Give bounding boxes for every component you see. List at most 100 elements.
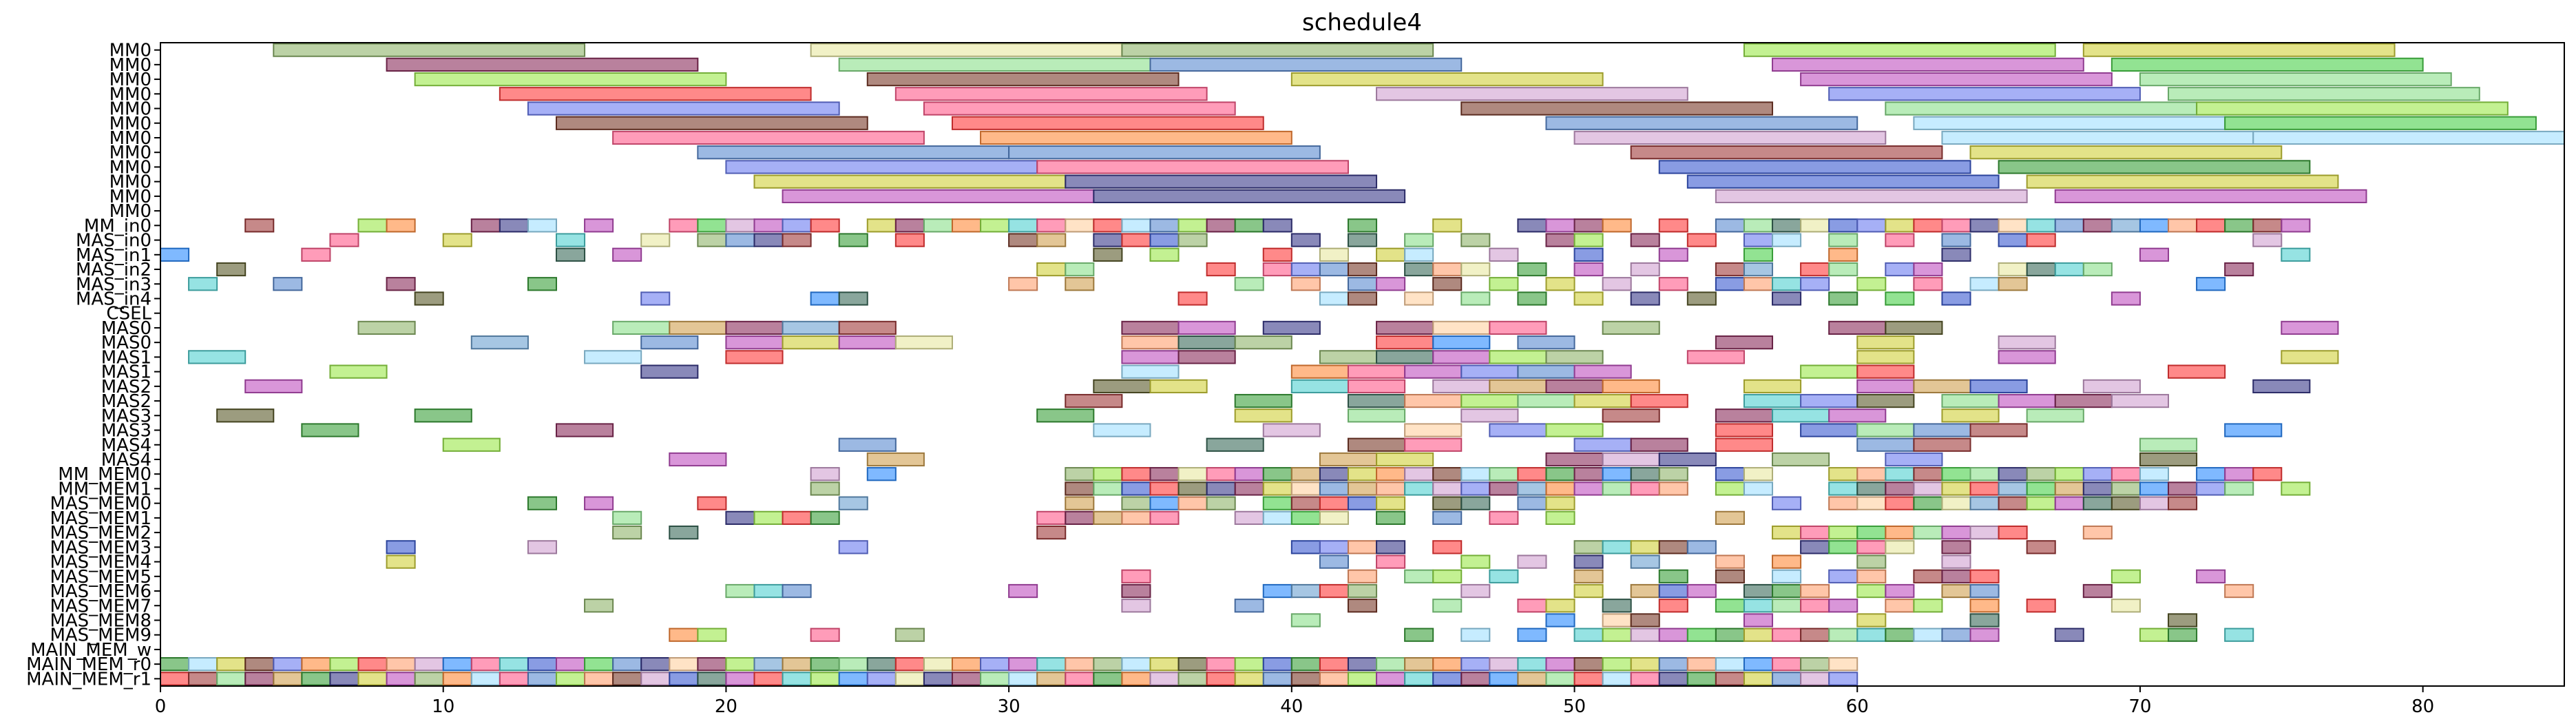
bar-row22-271 xyxy=(1121,364,1180,379)
bar-row30-410 xyxy=(1376,481,1406,496)
y-tick-label: MAS_MEM4 xyxy=(50,552,151,573)
bar-row8-39 xyxy=(725,160,1038,174)
bar-row15-160 xyxy=(1206,262,1236,277)
bar-row4-20 xyxy=(527,101,840,116)
bar-row31-446 xyxy=(1177,496,1208,510)
bar-row32-481 xyxy=(1234,510,1264,526)
bar-row42-665 xyxy=(1290,657,1321,672)
bar-row42-641 xyxy=(612,657,642,672)
bar-row40-620 xyxy=(1969,628,2000,642)
bar-row36-535 xyxy=(1404,569,1434,583)
bar-row25-316 xyxy=(1460,408,1519,423)
bar-row30-436 xyxy=(2196,481,2226,496)
bar-row43-686 xyxy=(188,672,218,686)
bar-row37-568 xyxy=(1941,583,1971,599)
y-tick-label: MM0 xyxy=(109,99,151,120)
bar-row12-59 xyxy=(697,218,727,233)
bar-row43-711 xyxy=(894,672,925,686)
bar-row16-191 xyxy=(1376,277,1406,291)
bar-row39-593 xyxy=(1602,613,1632,628)
bar-row13-121 xyxy=(1149,233,1180,247)
bar-row40-611 xyxy=(1715,628,1745,642)
bar-row25-317 xyxy=(1602,408,1660,423)
y-axis: MM0MM0MM0MM0MM0MM0MM0MM0MM0MM0MM0MM0MM_i… xyxy=(26,41,160,689)
bar-row30-399 xyxy=(1065,481,1095,496)
bar-row24-309 xyxy=(2054,393,2113,408)
bar-row12-68 xyxy=(980,218,1010,233)
bar-row42-653 xyxy=(951,657,982,672)
y-tick-label: MM_MEM0 xyxy=(58,464,151,485)
y-tick-label: MAS_MEM2 xyxy=(50,523,151,543)
bar-row29-373 xyxy=(1460,467,1491,481)
bar-row21-266 xyxy=(1856,350,1915,364)
bar-row25-321 xyxy=(1941,408,2000,423)
bar-row42-647 xyxy=(782,657,812,672)
bar-row33-494 xyxy=(1800,525,1830,540)
bar-row14-151 xyxy=(1658,247,1688,262)
bar-row34-508 xyxy=(1347,540,1378,554)
bar-row29-374 xyxy=(1489,467,1519,481)
bar-row0-2 xyxy=(1121,43,1434,57)
bar-row42-666 xyxy=(1319,657,1349,672)
bar-row21-255 xyxy=(188,350,247,364)
bar-row12-88 xyxy=(1772,218,1802,233)
bar-row43-743 xyxy=(1800,672,1830,686)
bar-row12-57 xyxy=(584,218,614,233)
bar-row42-642 xyxy=(640,657,671,672)
bar-row19-225 xyxy=(612,320,671,335)
bar-row17-218 xyxy=(1686,291,1717,306)
bar-row32-482 xyxy=(1262,510,1292,526)
bar-row34-511 xyxy=(1573,540,1604,554)
bar-row12-96 xyxy=(1998,218,2028,233)
bar-row6-31 xyxy=(980,130,1292,145)
bar-row16-202 xyxy=(1913,277,1943,291)
bar-row6-32 xyxy=(1573,130,1887,145)
bar-row25-315 xyxy=(1347,408,1406,423)
bar-row38-572 xyxy=(584,599,614,613)
bar-row42-645 xyxy=(725,657,755,672)
bar-row23-291 xyxy=(1856,379,1915,393)
bar-row21-259 xyxy=(1177,350,1236,364)
bar-row43-709 xyxy=(838,672,868,686)
bar-row42-676 xyxy=(1602,657,1632,672)
bar-row22-280 xyxy=(2168,364,2226,379)
bar-row28-356 xyxy=(2139,452,2198,467)
bar-row17-214 xyxy=(1460,291,1491,306)
bar-row42-673 xyxy=(1517,657,1547,672)
bar-row30-419 xyxy=(1630,481,1660,496)
bar-row14-141 xyxy=(555,247,586,262)
bar-row21-258 xyxy=(1121,350,1180,364)
bar-row32-476 xyxy=(1036,510,1067,526)
bar-row32-485 xyxy=(1376,510,1406,526)
bar-row31-458 xyxy=(1828,496,1858,510)
bar-row15-157 xyxy=(216,262,247,277)
bar-row33-497 xyxy=(1885,525,1915,540)
bar-row25-319 xyxy=(1772,408,1830,423)
bar-row17-217 xyxy=(1630,291,1660,306)
bar-row24-308 xyxy=(1998,393,2056,408)
bar-row29-394 xyxy=(2139,467,2170,481)
bar-row35-529 xyxy=(1715,554,1745,569)
bar-row7-35 xyxy=(697,145,1010,160)
bar-row29-383 xyxy=(1828,467,1858,481)
bar-row31-445 xyxy=(1149,496,1180,510)
bar-row34-515 xyxy=(1686,540,1717,554)
bar-row21-263 xyxy=(1489,350,1547,364)
y-tick-label: MAIN_MEM_w xyxy=(30,640,151,661)
bar-row34-512 xyxy=(1602,540,1632,554)
bar-row34-520 xyxy=(1941,540,1971,554)
bar-row5-29 xyxy=(2224,116,2537,130)
bar-row25-320 xyxy=(1828,408,1887,423)
bar-row40-622 xyxy=(2139,628,2170,642)
y-tick-label: MAS_MEM7 xyxy=(50,596,151,616)
bar-row30-438 xyxy=(2281,481,2311,496)
bar-row43-693 xyxy=(386,672,416,686)
bar-row40-601 xyxy=(810,628,840,642)
bar-row30-423 xyxy=(1828,481,1858,496)
bar-row5-26 xyxy=(951,116,1264,130)
y-tick-label: MAS_in4 xyxy=(76,289,151,309)
bar-row40-604 xyxy=(1460,628,1491,642)
bar-row43-731 xyxy=(1460,672,1491,686)
bar-row29-364 xyxy=(1206,467,1236,481)
bar-row20-253 xyxy=(1856,335,1915,350)
